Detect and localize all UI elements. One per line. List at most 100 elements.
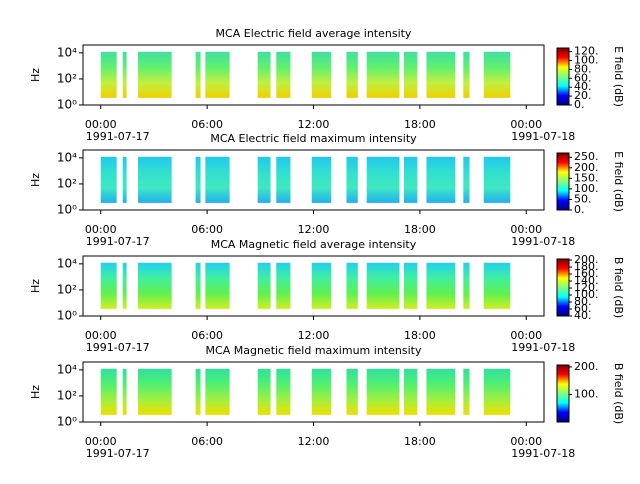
data-segment xyxy=(463,51,470,98)
data-segment xyxy=(276,156,291,203)
data-segment xyxy=(403,156,418,203)
data-segment xyxy=(122,51,127,98)
x-tick-label: 06:00 xyxy=(191,118,223,131)
data-segment xyxy=(311,262,332,309)
data-segment xyxy=(100,368,117,415)
x-date-label: 1991-07-18 xyxy=(511,235,575,248)
x-tick-label: 00:00 xyxy=(85,223,117,236)
data-segment xyxy=(276,262,291,309)
x-tick-label: 12:00 xyxy=(298,435,330,448)
colorbar-tick-label: 150. xyxy=(574,171,599,184)
colorbar-label: E field (dB) xyxy=(612,46,625,107)
x-tick-label: 00:00 xyxy=(510,223,542,236)
data-segment xyxy=(257,156,271,203)
data-segment xyxy=(346,156,358,203)
x-date-label: 1991-07-17 xyxy=(86,235,150,248)
data-segment xyxy=(100,262,117,309)
data-segment xyxy=(205,51,230,98)
colorbar-tick-label: 250. xyxy=(574,150,599,163)
colorbar-tick-label: 180. xyxy=(574,260,599,273)
colorbar-tick-label: 60. xyxy=(574,302,592,315)
colorbar-tick-label: 0. xyxy=(574,203,585,216)
y-tick-label: 10⁴ xyxy=(57,256,77,270)
colorbar-tick-label: 80. xyxy=(574,295,592,308)
data-segment xyxy=(463,156,470,203)
data-segment xyxy=(483,368,511,415)
data-segment xyxy=(483,51,511,98)
data-segment xyxy=(122,156,127,203)
data-segment xyxy=(257,262,271,309)
data-segment xyxy=(137,51,172,98)
data-segment xyxy=(311,51,332,98)
colorbar-tick-label: 200. xyxy=(574,360,599,373)
y-tick-label: 10² xyxy=(57,176,77,190)
panel-title: MCA Magnetic field maximum intensity xyxy=(206,344,422,357)
colorbar-tick-label: 140. xyxy=(574,274,599,287)
data-segment xyxy=(483,156,511,203)
y-axis-label: Hz xyxy=(29,68,42,82)
data-segment xyxy=(137,262,172,309)
y-axis-label: Hz xyxy=(29,279,42,293)
y-tick-label: 10⁴ xyxy=(57,362,77,376)
x-date-label: 1991-07-18 xyxy=(511,447,575,460)
colorbar-tick-label: 120. xyxy=(574,281,599,294)
data-segment xyxy=(403,51,418,98)
y-tick-label: 10² xyxy=(57,388,77,402)
y-tick-label: 10⁰ xyxy=(57,309,77,323)
colorbar-tick-label: 100. xyxy=(574,182,599,195)
panel-title: MCA Magnetic field average intensity xyxy=(211,238,417,251)
data-segment xyxy=(100,51,117,98)
colorbar-label: B field (dB) xyxy=(612,363,625,424)
colorbar-label: E field (dB) xyxy=(612,151,625,212)
colorbar xyxy=(556,152,570,211)
data-segment xyxy=(366,156,400,203)
x-tick-label: 18:00 xyxy=(404,118,436,131)
x-tick-label: 00:00 xyxy=(85,329,117,342)
colorbar-tick-label: 60. xyxy=(574,71,592,84)
data-segment xyxy=(205,156,230,203)
x-tick-label: 12:00 xyxy=(298,329,330,342)
data-segment xyxy=(122,368,127,415)
data-segment xyxy=(426,51,456,98)
x-tick-label: 00:00 xyxy=(510,435,542,448)
data-segment xyxy=(195,262,201,309)
y-axis-label: Hz xyxy=(29,385,42,399)
colorbar-tick-label: 100. xyxy=(574,53,599,66)
colorbar-tick-label: 40. xyxy=(574,309,592,322)
data-segment xyxy=(463,368,470,415)
x-tick-label: 06:00 xyxy=(191,223,223,236)
x-tick-label: 00:00 xyxy=(510,118,542,131)
data-segment xyxy=(276,51,291,98)
data-segment xyxy=(257,51,271,98)
data-segment xyxy=(195,156,201,203)
x-tick-label: 00:00 xyxy=(85,118,117,131)
colorbar xyxy=(556,258,570,317)
data-segment xyxy=(346,51,358,98)
x-date-label: 1991-07-18 xyxy=(511,341,575,354)
colorbar-tick-label: 200. xyxy=(574,161,599,174)
y-tick-label: 10² xyxy=(57,282,77,296)
y-tick-label: 10⁰ xyxy=(57,203,77,217)
data-segment xyxy=(426,262,456,309)
colorbar xyxy=(556,47,570,106)
colorbar-tick-label: 20. xyxy=(574,89,592,102)
colorbar-tick-label: 120. xyxy=(574,45,599,58)
x-tick-label: 18:00 xyxy=(404,223,436,236)
colorbar-tick-label: 160. xyxy=(574,267,599,280)
y-tick-label: 10⁰ xyxy=(57,415,77,429)
panel-title: MCA Electric field maximum intensity xyxy=(210,132,417,145)
data-segment xyxy=(137,368,172,415)
data-segment xyxy=(311,368,332,415)
data-segment xyxy=(426,368,456,415)
x-tick-label: 12:00 xyxy=(298,118,330,131)
data-segment xyxy=(483,262,511,309)
x-tick-label: 12:00 xyxy=(298,223,330,236)
y-tick-label: 10⁰ xyxy=(57,98,77,112)
x-date-label: 1991-07-17 xyxy=(86,130,150,143)
data-segment xyxy=(122,262,127,309)
data-segment xyxy=(276,368,291,415)
colorbar xyxy=(556,364,570,423)
data-segment xyxy=(205,262,230,309)
x-tick-label: 06:00 xyxy=(191,329,223,342)
x-tick-label: 06:00 xyxy=(191,435,223,448)
